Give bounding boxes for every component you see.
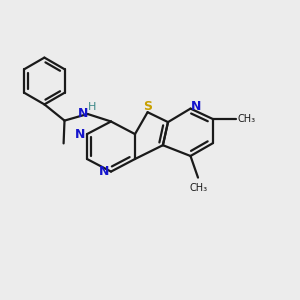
Text: S: S — [143, 100, 152, 113]
Text: N: N — [78, 107, 88, 120]
Text: N: N — [99, 165, 110, 178]
Text: N: N — [75, 128, 85, 141]
Text: H: H — [88, 102, 97, 112]
Text: CH₃: CH₃ — [190, 183, 208, 193]
Text: CH₃: CH₃ — [237, 113, 255, 124]
Text: N: N — [191, 100, 202, 113]
